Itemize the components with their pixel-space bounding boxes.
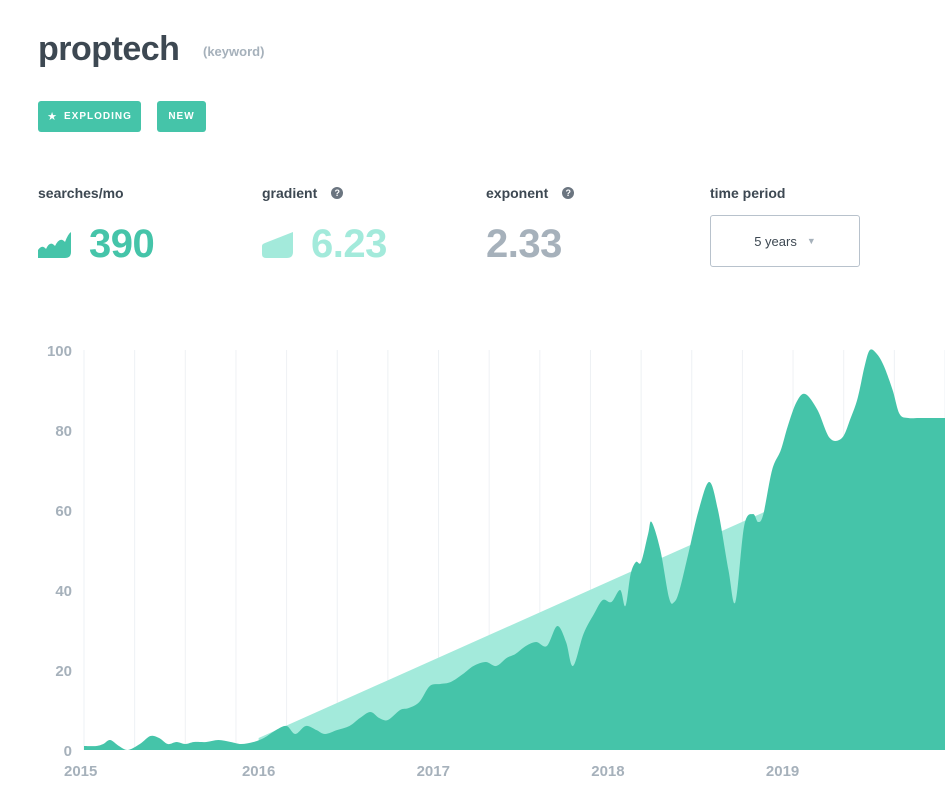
x-tick-label: 2017 [417, 763, 450, 780]
exponent-value: 2.33 [486, 222, 562, 267]
x-tick-label: 2018 [591, 763, 624, 780]
search-volume-series [84, 349, 945, 750]
gradient-help-icon[interactable]: ? [331, 187, 344, 199]
x-tick-label: 2019 [766, 763, 799, 780]
exponent-label-text: exponent [486, 185, 549, 201]
plot-area [84, 349, 945, 750]
exponent-value-text: 2.33 [486, 222, 562, 266]
gradient-label: gradient ? [262, 185, 344, 201]
y-tick-label: 100 [47, 343, 72, 360]
x-axis: 2015 2016 2017 2018 2019 [64, 763, 799, 780]
exploding-badge-label: EXPLODING [63, 111, 132, 122]
page-title: proptech [38, 30, 180, 68]
x-tick-label: 2015 [64, 763, 97, 780]
chevron-down-icon: ▼ [806, 236, 816, 246]
exploding-badge[interactable]: ★ EXPLODING [38, 101, 141, 132]
time-period-label: time period [710, 185, 785, 201]
y-tick-label: 60 [55, 503, 72, 520]
time-period-value: 5 years [754, 233, 797, 249]
searches-value-text: 390 [89, 222, 155, 266]
y-axis: 0 20 40 60 80 100 [47, 343, 72, 760]
y-tick-label: 40 [55, 583, 72, 600]
new-badge-label: NEW [168, 111, 195, 122]
searches-label: searches/mo [38, 185, 124, 201]
searches-value: 390 [38, 222, 155, 267]
time-period-select[interactable]: 5 years ▼ [710, 215, 860, 267]
trend-chart: 0 20 40 60 80 100 2015 2016 2017 2018 2019 [47, 343, 945, 780]
keyword-type-label: (keyword) [203, 44, 265, 59]
time-period-label-text: time period [710, 185, 786, 201]
star-icon: ★ [47, 111, 58, 123]
y-tick-label: 80 [55, 423, 72, 440]
searches-label-text: searches/mo [38, 185, 124, 201]
gradient-icon [262, 231, 293, 258]
exponent-help-icon[interactable]: ? [562, 187, 575, 199]
gradient-value-text: 6.23 [311, 222, 387, 266]
x-tick-label: 2016 [242, 763, 275, 780]
gradient-label-text: gradient [262, 185, 318, 201]
new-badge[interactable]: NEW [157, 101, 206, 132]
y-tick-label: 20 [55, 663, 72, 680]
gradient-value: 6.23 [262, 222, 387, 267]
search-volume-icon [38, 231, 71, 258]
y-tick-label: 0 [64, 743, 72, 760]
exponent-label: exponent ? [486, 185, 575, 201]
